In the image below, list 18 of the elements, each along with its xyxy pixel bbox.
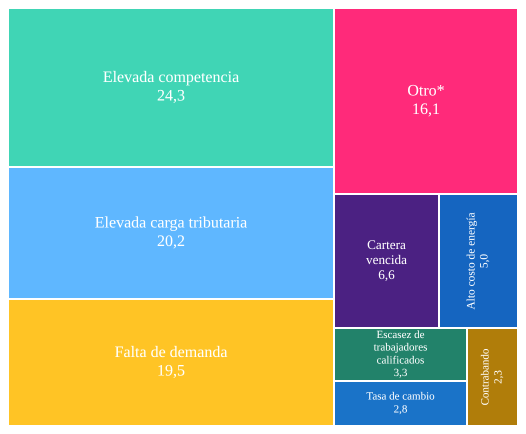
data-label: 24,3 [157,87,185,104]
data-label: 5,0 [478,254,491,268]
category-label: Alto costo de energía [466,212,478,310]
data-label: 6,6 [378,267,396,282]
category-label: Contrabando [480,348,492,406]
data-label: 19,5 [157,362,185,380]
category-label: Otro* [407,82,445,100]
category-label: Tasa de cambio [366,390,436,403]
category-label: Elevada carga tributaria [94,214,248,232]
data-label: 2,8 [394,403,408,416]
category-label: Cartera vencida [366,236,408,268]
category-label: Escasez de trabajadores calificados [374,329,428,366]
category-label: Falta de demanda [114,344,228,361]
category-label: Elevada competencia [102,68,240,86]
data-label: 3,3 [394,367,408,380]
data-label: 2,3 [492,370,504,384]
data-label: 20,2 [157,232,185,250]
data-label: 16,1 [412,100,440,118]
